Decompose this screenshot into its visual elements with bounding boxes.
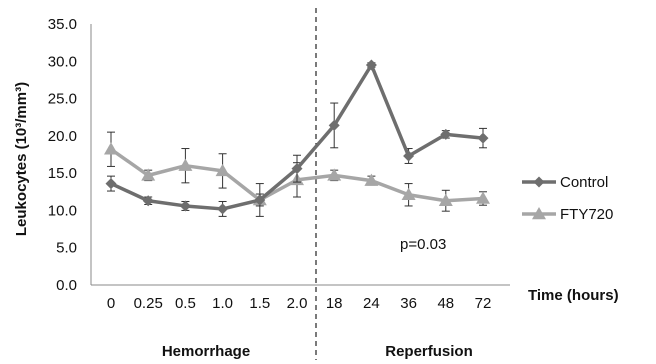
legend-item-control: Control bbox=[522, 174, 608, 191]
data-point bbox=[215, 163, 230, 177]
y-axis: 0.0 5.0 10.0 15.0 20.0 25.0 30.0 35.0 bbox=[48, 16, 92, 294]
y-tick-label: 20.0 bbox=[48, 128, 77, 145]
y-tick-label: 35.0 bbox=[48, 16, 77, 33]
data-point bbox=[440, 128, 452, 140]
phase-label-hemorrhage: Hemorrhage bbox=[162, 343, 250, 360]
legend-label: FTY720 bbox=[560, 206, 613, 223]
series-layer bbox=[104, 59, 490, 217]
data-point bbox=[401, 187, 416, 201]
x-tick-label: 1.0 bbox=[212, 295, 233, 312]
y-tick-label: 15.0 bbox=[48, 165, 77, 182]
data-point bbox=[364, 173, 379, 186]
x-tick-label: 0.25 bbox=[134, 295, 163, 312]
x-tick-label: 36 bbox=[400, 295, 417, 312]
data-point bbox=[476, 191, 490, 204]
x-tick-label: 18 bbox=[326, 295, 343, 312]
data-point bbox=[217, 203, 229, 215]
x-tick-label: 48 bbox=[437, 295, 454, 312]
y-tick-label: 30.0 bbox=[48, 53, 77, 70]
data-point bbox=[477, 132, 489, 144]
y-tick-label: 25.0 bbox=[48, 91, 77, 108]
x-tick-label: 72 bbox=[475, 295, 492, 312]
legend-item-fty720: FTY720 bbox=[522, 206, 613, 223]
p-value-annotation: p=0.03 bbox=[400, 236, 446, 253]
data-point bbox=[105, 178, 117, 190]
legend-swatch-marker bbox=[532, 207, 546, 220]
data-point bbox=[291, 163, 303, 175]
x-tick-label: 0 bbox=[107, 295, 115, 312]
legend-swatch-marker bbox=[533, 176, 545, 188]
phase-label-reperfusion: Reperfusion bbox=[385, 343, 473, 360]
x-axis: 0 0.25 0.5 1.0 1.5 2.0 18 24 36 48 72 bbox=[91, 284, 510, 312]
x-tick-label: 1.5 bbox=[249, 295, 270, 312]
data-point bbox=[179, 200, 191, 212]
legend: Control FTY720 bbox=[522, 174, 613, 223]
data-point bbox=[141, 168, 156, 181]
data-point bbox=[328, 119, 340, 131]
y-axis-title: Leukocytes (10³/mm³) bbox=[13, 82, 30, 236]
data-point bbox=[142, 195, 154, 207]
data-point bbox=[327, 168, 342, 181]
data-point bbox=[403, 150, 415, 162]
series-control bbox=[105, 59, 489, 217]
legend-label: Control bbox=[560, 174, 608, 191]
data-point bbox=[254, 194, 266, 206]
x-tick-label: 24 bbox=[363, 295, 380, 312]
y-tick-label: 5.0 bbox=[56, 240, 77, 257]
data-point bbox=[178, 158, 193, 171]
y-tick-label: 10.0 bbox=[48, 202, 77, 219]
x-tick-label: 2.0 bbox=[287, 295, 308, 312]
data-point bbox=[438, 193, 453, 206]
data-point bbox=[104, 142, 118, 155]
x-axis-title: Time (hours) bbox=[528, 287, 619, 304]
x-tick-label: 0.5 bbox=[175, 295, 196, 312]
y-tick-label: 0.0 bbox=[56, 277, 77, 294]
data-point bbox=[365, 59, 377, 71]
